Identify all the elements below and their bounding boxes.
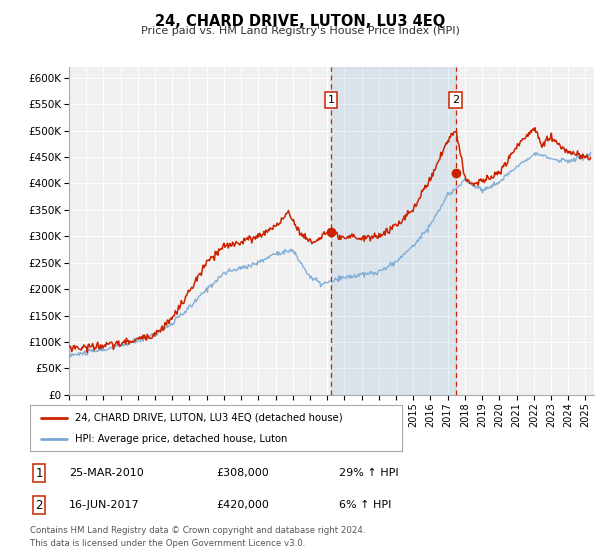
Text: 2: 2 xyxy=(452,95,459,105)
Text: 16-JUN-2017: 16-JUN-2017 xyxy=(69,500,140,510)
Text: HPI: Average price, detached house, Luton: HPI: Average price, detached house, Luto… xyxy=(74,434,287,444)
Text: 24, CHARD DRIVE, LUTON, LU3 4EQ: 24, CHARD DRIVE, LUTON, LU3 4EQ xyxy=(155,14,445,29)
Text: 1: 1 xyxy=(35,466,43,480)
Text: 6% ↑ HPI: 6% ↑ HPI xyxy=(339,500,391,510)
Text: This data is licensed under the Open Government Licence v3.0.: This data is licensed under the Open Gov… xyxy=(30,539,305,548)
Bar xyxy=(331,67,455,395)
Text: £420,000: £420,000 xyxy=(216,500,269,510)
Text: £308,000: £308,000 xyxy=(216,468,269,478)
Text: Price paid vs. HM Land Registry's House Price Index (HPI): Price paid vs. HM Land Registry's House … xyxy=(140,26,460,36)
Text: 29% ↑ HPI: 29% ↑ HPI xyxy=(339,468,398,478)
Text: 1: 1 xyxy=(328,95,335,105)
Text: 24, CHARD DRIVE, LUTON, LU3 4EQ (detached house): 24, CHARD DRIVE, LUTON, LU3 4EQ (detache… xyxy=(74,413,342,423)
Text: 2: 2 xyxy=(35,498,43,512)
Text: 25-MAR-2010: 25-MAR-2010 xyxy=(69,468,144,478)
Text: Contains HM Land Registry data © Crown copyright and database right 2024.: Contains HM Land Registry data © Crown c… xyxy=(30,526,365,535)
